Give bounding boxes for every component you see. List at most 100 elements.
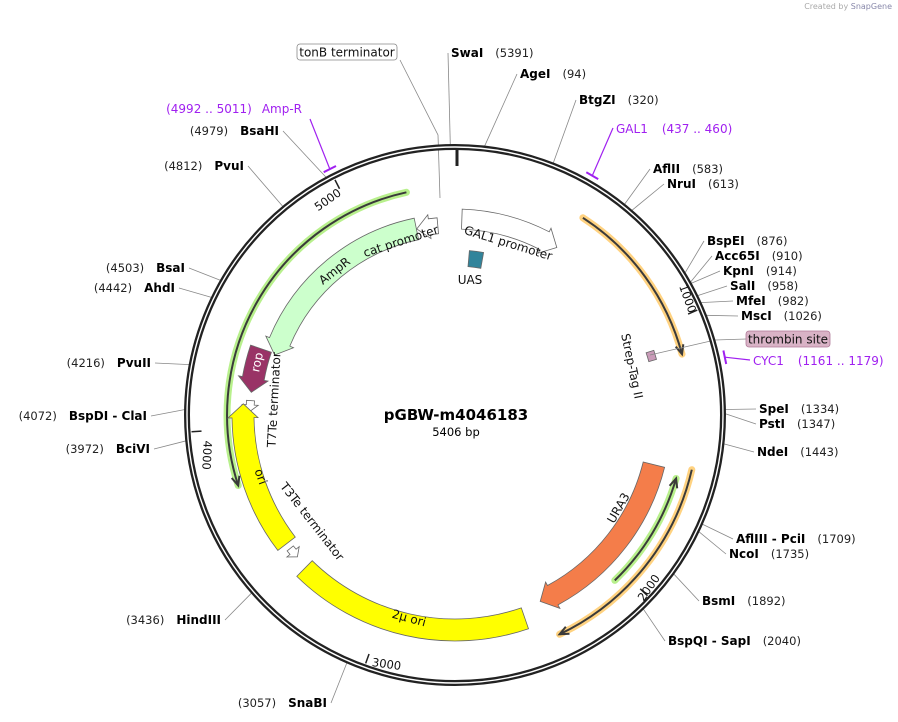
enzyme-site[interactable]: (4072) BspDI - ClaI — [19, 409, 147, 423]
feature-label: UAS — [458, 273, 483, 287]
orf-line[interactable] — [582, 216, 683, 355]
feature-rop[interactable] — [237, 344, 272, 393]
primer-mark — [585, 171, 599, 180]
primer-range: (4992 .. 5011) — [166, 102, 252, 116]
tick-mark — [364, 653, 370, 664]
feature-label-box[interactable] — [745, 330, 831, 348]
enzyme-name: AhdI — [144, 281, 175, 295]
enzyme-site[interactable]: (3972) BciVI — [66, 442, 150, 456]
leader-line — [705, 314, 739, 317]
enzyme-name: KpnI — [723, 264, 754, 278]
enzyme-site[interactable]: (3057) SnaBI — [238, 696, 327, 710]
enzyme-position: (94) — [562, 67, 586, 81]
enzyme-site[interactable]: AflIII - PciI (1709) — [736, 532, 856, 546]
enzyme-site[interactable]: BtgZI (320) — [579, 93, 659, 107]
primer-site[interactable]: (4992 .. 5011) Amp-R — [166, 102, 302, 116]
feature-label: T7Te terminator — [264, 352, 283, 449]
enzyme-position: (1334) — [801, 402, 839, 416]
enzyme-name: BsaHI — [240, 124, 279, 138]
primer-mark — [722, 350, 728, 365]
orf-line[interactable] — [559, 469, 693, 636]
tick-label: 1000 — [676, 282, 699, 314]
leader-line — [701, 523, 734, 540]
enzyme-site[interactable]: PstI (1347) — [759, 417, 835, 431]
enzyme-position: (5391) — [495, 46, 533, 60]
enzyme-site[interactable]: (3436) HindIII — [126, 613, 221, 627]
enzyme-position: (3972) — [66, 442, 104, 456]
enzyme-name: AflII — [653, 162, 680, 176]
enzyme-name: BspQI - SapI — [668, 634, 751, 648]
enzyme-site[interactable]: BspQI - SapI (2040) — [668, 634, 801, 648]
enzyme-position: (3436) — [126, 613, 164, 627]
primer-site[interactable]: CYC1 (1161 .. 1179) — [753, 354, 884, 368]
feature-t3te-terminator[interactable] — [285, 545, 300, 558]
feature-ampr[interactable] — [265, 217, 420, 356]
enzyme-name: NcoI — [729, 547, 759, 561]
enzyme-name: PvuII — [117, 356, 151, 370]
feature-label-box[interactable] — [296, 43, 398, 61]
orf-arrowhead-icon — [230, 475, 241, 488]
primer-site[interactable]: GAL1 (437 .. 460) — [616, 122, 732, 136]
enzyme-name: MscI — [741, 309, 772, 323]
enzyme-site[interactable]: MscI (1026) — [741, 309, 822, 323]
enzyme-position: (1735) — [771, 547, 809, 561]
tick-label: 4000 — [199, 440, 215, 470]
enzyme-position: (982) — [778, 294, 809, 308]
enzyme-name: BciVI — [116, 442, 150, 456]
enzyme-position: (4072) — [19, 409, 57, 423]
enzyme-site[interactable]: NdeI (1443) — [757, 445, 839, 459]
enzyme-site[interactable]: BsmI (1892) — [702, 594, 786, 608]
snapgene-credit: Created by SnapGene — [804, 2, 892, 11]
enzyme-position: (3057) — [238, 696, 276, 710]
enzyme-site[interactable]: KpnI (914) — [723, 264, 797, 278]
feature-gal1-promoter[interactable] — [461, 208, 558, 254]
feature-strep-tag-ii[interactable] — [645, 349, 657, 363]
enzyme-position: (1443) — [800, 445, 838, 459]
feature-ura3[interactable] — [539, 461, 666, 610]
enzyme-name: SalI — [730, 279, 755, 293]
enzyme-site[interactable]: AflII (583) — [653, 162, 723, 176]
enzyme-site[interactable]: SalI (958) — [730, 279, 798, 293]
enzyme-name: SnaBI — [288, 696, 327, 710]
leader-line — [484, 73, 518, 147]
leader-line — [188, 267, 222, 281]
enzyme-name: AgeI — [520, 67, 550, 81]
orf-line[interactable] — [226, 191, 407, 486]
leader-line — [673, 573, 700, 602]
orf-line[interactable] — [614, 478, 678, 582]
leader-line — [247, 165, 284, 208]
enzyme-site[interactable]: Acc65I (910) — [715, 249, 803, 263]
enzyme-site[interactable]: NcoI (1735) — [729, 547, 809, 561]
feature-cat-promoter[interactable] — [416, 213, 439, 240]
enzyme-site[interactable]: MfeI (982) — [736, 294, 809, 308]
enzyme-site[interactable]: (4979) BsaHI — [190, 124, 279, 138]
enzyme-name: SwaI — [451, 46, 483, 60]
enzyme-site[interactable]: (4812) PvuI — [164, 159, 244, 173]
enzyme-site[interactable]: AgeI (94) — [520, 67, 586, 81]
leader-line — [689, 255, 713, 283]
enzyme-name: AflIII - PciI — [736, 532, 805, 546]
enzyme-site[interactable]: BspEI (876) — [707, 234, 787, 248]
leader-line — [153, 440, 187, 450]
enzyme-position: (876) — [757, 234, 788, 248]
leader-line — [724, 413, 757, 425]
leader-line — [700, 300, 734, 303]
feature-uas[interactable] — [467, 250, 485, 269]
enzyme-site[interactable]: SwaI (5391) — [451, 46, 534, 60]
enzyme-site[interactable]: NruI (613) — [667, 177, 739, 191]
enzyme-site[interactable]: SpeI (1334) — [759, 402, 839, 416]
credit-prefix: Created by — [804, 2, 849, 11]
orf-arrowhead-icon — [557, 626, 570, 636]
enzyme-site[interactable]: (4216) PvuII — [67, 356, 151, 370]
feature-2-ori[interactable] — [296, 560, 530, 642]
primer-name: CYC1 — [753, 354, 784, 368]
feature-t7te-terminator[interactable] — [241, 399, 260, 412]
enzyme-name: BtgZI — [579, 93, 616, 107]
enzyme-site[interactable]: (4442) AhdI — [94, 281, 175, 295]
enzyme-site[interactable]: (4503) BsaI — [106, 261, 185, 275]
credit-brand: SnapGene — [850, 2, 892, 11]
enzyme-name: HindIII — [176, 613, 221, 627]
backbone-inner — [186, 146, 724, 684]
feature-ori[interactable] — [226, 403, 296, 551]
leader-line — [399, 59, 441, 199]
